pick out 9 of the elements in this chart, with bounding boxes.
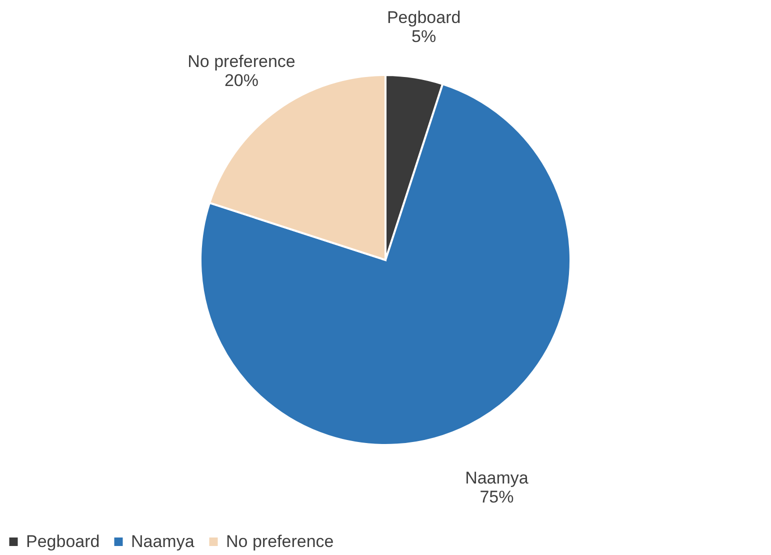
- data-label: 5%: [412, 27, 436, 46]
- legend-label: Pegboard: [26, 532, 100, 551]
- slice-label: No preference: [188, 52, 296, 71]
- data-label: 75%: [480, 487, 514, 506]
- slice-label: Naamya: [465, 468, 529, 488]
- legend-label: Naamya: [131, 532, 195, 551]
- slice-label: Pegboard: [386, 8, 461, 28]
- data-label: 20%: [224, 70, 259, 90]
- legend-label: No preference: [226, 532, 334, 551]
